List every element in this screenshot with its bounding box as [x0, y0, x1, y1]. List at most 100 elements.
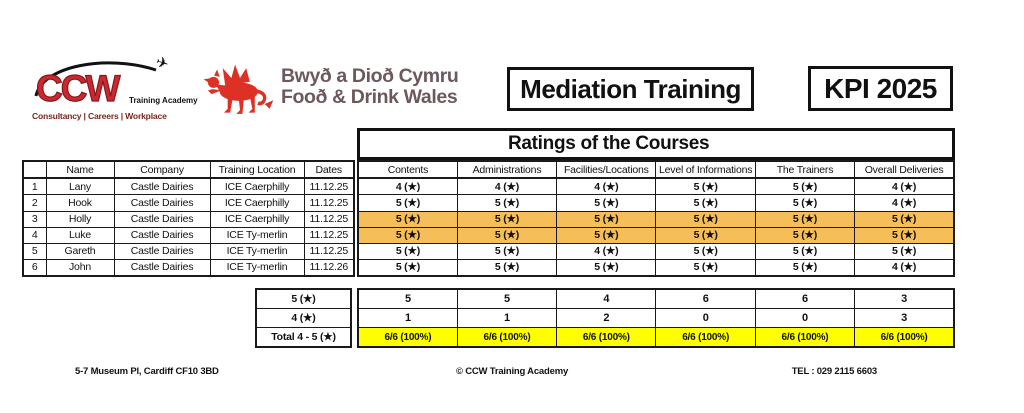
name-cell: Luke — [45, 226, 115, 244]
dates-header: Dates — [303, 160, 355, 180]
column-header: Administrations — [456, 160, 558, 180]
report-title-box: Mediation Training — [507, 67, 754, 111]
score-row: 5 (★) 5 (★) 5 (★) 5 (★) 5 (★) 4 (★) — [357, 194, 955, 212]
table-row: 6 John Castle Dairies ICE Ty-merlin 11.1… — [22, 258, 355, 277]
count-cell: 3 — [854, 288, 955, 309]
score-cell: 5 (★) — [655, 210, 756, 228]
score-cell: 4 (★) — [456, 177, 558, 196]
summary-labels-table: 5 (★) 4 (★) Total 4 - 5 (★) — [255, 288, 352, 348]
name-cell: John — [45, 258, 115, 277]
total-cell: 6/6 (100%) — [655, 327, 756, 348]
date-cell: 11.12.25 — [303, 194, 355, 212]
score-cell: 4 (★) — [357, 177, 458, 196]
count-cell: 5 — [357, 288, 458, 309]
num-header — [22, 160, 47, 180]
table-row: 3 Holly Castle Dairies ICE Caerphilly 11… — [22, 210, 355, 228]
score-cell: 5 (★) — [456, 210, 558, 228]
summary-label: 4 (★) — [255, 308, 352, 328]
count-cell: 2 — [556, 308, 657, 328]
score-cell: 5 (★) — [456, 242, 558, 260]
ccw-subtitle: Training Academy — [129, 96, 198, 105]
score-cell: 5 (★) — [556, 194, 657, 212]
summary-label-row: 5 (★) — [255, 288, 352, 309]
score-cell: 5 (★) — [655, 242, 756, 260]
name-cell: Holly — [45, 210, 115, 228]
welsh-dragon-icon — [203, 64, 274, 114]
total-cell: 6/6 (100%) — [556, 327, 657, 348]
score-cell: 4 (★) — [854, 194, 955, 212]
score-cell: 5 (★) — [556, 210, 657, 228]
date-cell: 11.12.25 — [303, 177, 355, 196]
total-cell: 6/6 (100%) — [854, 327, 955, 348]
table-row: 5 Gareth Castle Dairies ICE Ty-merlin 11… — [22, 242, 355, 260]
ratings-title: Ratings of the Courses — [507, 133, 710, 154]
score-cell: 5 (★) — [357, 210, 458, 228]
ccw-wordmark: CCW — [35, 68, 121, 109]
summary-label-row: 4 (★) — [255, 308, 352, 328]
count-cell: 6 — [754, 288, 856, 309]
score-cell: 5 (★) — [556, 226, 657, 244]
location-cell: ICE Ty-merlin — [209, 242, 305, 260]
score-cell: 5 (★) — [754, 242, 856, 260]
column-header: Facilities/Locations — [556, 160, 657, 180]
score-cell: 5 (★) — [357, 226, 458, 244]
score-cell: 5 (★) — [754, 210, 856, 228]
ratings-title-box: Ratings of the Courses — [357, 128, 955, 160]
total-cell: 6/6 (100%) — [754, 327, 856, 348]
score-row: 5 (★) 5 (★) 4 (★) 5 (★) 5 (★) 5 (★) — [357, 242, 955, 260]
total-cell: 6/6 (100%) — [456, 327, 558, 348]
count-cell: 3 — [854, 308, 955, 328]
date-cell: 11.12.25 — [303, 210, 355, 228]
date-cell: 11.12.26 — [303, 258, 355, 277]
column-header: Contents — [357, 160, 458, 180]
score-row: 4 (★) 4 (★) 4 (★) 5 (★) 5 (★) 4 (★) — [357, 177, 955, 196]
row-num: 6 — [22, 258, 47, 277]
ratings-table: Contents Administrations Facilities/Loca… — [357, 160, 955, 277]
ccw-logo: ✈ CCW Training Academy Consultancy | Car… — [28, 53, 203, 128]
column-header: Overall Deliveries — [854, 160, 955, 180]
score-cell: 5 (★) — [655, 226, 756, 244]
summary-label-row: Total 4 - 5 (★) — [255, 327, 352, 348]
row-num: 4 — [22, 226, 47, 244]
company-cell: Castle Dairies — [113, 242, 211, 260]
score-cell: 5 (★) — [754, 258, 856, 277]
score-cell: 5 (★) — [754, 194, 856, 212]
count-cell: 6 — [655, 288, 756, 309]
score-cell: 5 (★) — [556, 258, 657, 277]
count-cell: 4 — [556, 288, 657, 309]
location-cell: ICE Caerphilly — [209, 194, 305, 212]
score-cell: 5 (★) — [655, 177, 756, 196]
footer-address: 5-7 Museum Pl, Cardiff CF10 3BD — [75, 366, 219, 377]
table-row: 2 Hook Castle Dairies ICE Caerphilly 11.… — [22, 194, 355, 212]
score-cell: 5 (★) — [357, 258, 458, 277]
score-cell: 4 (★) — [556, 177, 657, 196]
swoosh-icon — [34, 61, 157, 97]
company-cell: Castle Dairies — [113, 194, 211, 212]
score-cell: 5 (★) — [854, 226, 955, 244]
score-cell: 5 (★) — [357, 242, 458, 260]
score-cell: 4 (★) — [854, 177, 955, 196]
table-row: 1 Lany Castle Dairies ICE Caerphilly 11.… — [22, 177, 355, 196]
score-row: 5 (★) 5 (★) 5 (★) 5 (★) 5 (★) 4 (★) — [357, 258, 955, 277]
row-num: 3 — [22, 210, 47, 228]
location-cell: ICE Caerphilly — [209, 177, 305, 196]
location-cell: ICE Ty-merlin — [209, 226, 305, 244]
summary-label: 5 (★) — [255, 288, 352, 309]
count-cell: 1 — [456, 308, 558, 328]
score-cell: 5 (★) — [357, 194, 458, 212]
footer-tel: TEL : 029 2115 6603 — [791, 366, 877, 377]
name-cell: Lany — [45, 177, 115, 196]
company-header: Company — [113, 160, 211, 180]
summary-total-row: 6/6 (100%) 6/6 (100%) 6/6 (100%) 6/6 (10… — [357, 327, 955, 348]
location-header: Training Location — [209, 160, 305, 180]
score-cell: 4 (★) — [556, 242, 657, 260]
location-cell: ICE Caerphilly — [209, 210, 305, 228]
wordmark-line2: Fooð & Drink Wales — [281, 85, 458, 108]
score-cell: 5 (★) — [655, 194, 756, 212]
count-cell: 5 — [456, 288, 558, 309]
date-cell: 11.12.25 — [303, 242, 355, 260]
total-cell: 6/6 (100%) — [357, 327, 458, 348]
food-drink-wales-wordmark: Bwyð a Dioð Cymru Fooð & Drink Wales — [281, 66, 459, 108]
summary-label: Total 4 - 5 (★) — [255, 327, 352, 348]
count-cell: 1 — [357, 308, 458, 328]
